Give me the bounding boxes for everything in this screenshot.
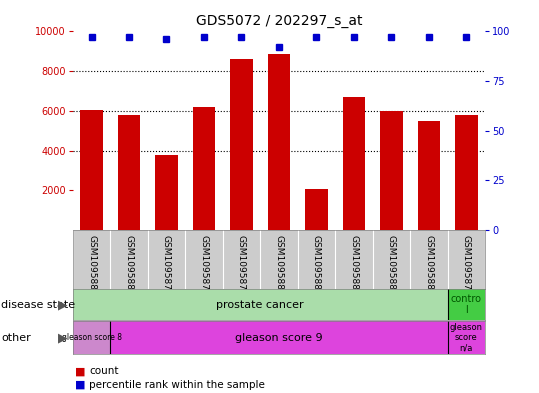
Text: GSM1095882: GSM1095882 (349, 235, 358, 295)
Text: gleason score 8: gleason score 8 (61, 333, 121, 342)
Text: GSM1095879: GSM1095879 (237, 235, 246, 296)
Text: GSM1095878: GSM1095878 (199, 235, 209, 296)
Text: GSM1095885: GSM1095885 (424, 235, 433, 296)
Bar (447, 321, 485, 354)
Bar (73, 321, 110, 354)
Bar (305, 189, 328, 230)
Bar (380, 111, 403, 230)
Bar (155, 156, 178, 230)
Bar (418, 121, 440, 230)
Bar (343, 97, 365, 230)
Bar (447, 289, 485, 320)
Bar (268, 54, 290, 230)
Text: count: count (89, 366, 119, 376)
Bar (118, 115, 140, 230)
Text: GSM1095884: GSM1095884 (387, 235, 396, 295)
Text: GSM1095883: GSM1095883 (87, 235, 96, 296)
Text: contro
l: contro l (451, 294, 482, 315)
Bar (230, 59, 253, 230)
Text: prostate cancer: prostate cancer (216, 299, 304, 310)
Text: ■: ■ (75, 380, 86, 390)
Text: percentile rank within the sample: percentile rank within the sample (89, 380, 265, 390)
Text: GSM1095881: GSM1095881 (312, 235, 321, 296)
Text: gleason score 9: gleason score 9 (235, 332, 323, 343)
Text: ■: ■ (75, 366, 86, 376)
Text: ▶: ▶ (58, 331, 67, 344)
Bar (455, 115, 478, 230)
Text: ▶: ▶ (58, 298, 67, 311)
Title: GDS5072 / 202297_s_at: GDS5072 / 202297_s_at (196, 14, 362, 28)
Text: GSM1095886: GSM1095886 (125, 235, 134, 296)
Bar (80, 110, 103, 230)
Text: disease state: disease state (1, 299, 75, 310)
Text: gleason
score
n/a: gleason score n/a (450, 323, 483, 353)
Text: GSM1095876: GSM1095876 (462, 235, 471, 296)
Bar (193, 107, 215, 230)
Text: GSM1095877: GSM1095877 (162, 235, 171, 296)
Text: other: other (1, 332, 31, 343)
Bar (110, 321, 447, 354)
Text: GSM1095880: GSM1095880 (274, 235, 284, 296)
